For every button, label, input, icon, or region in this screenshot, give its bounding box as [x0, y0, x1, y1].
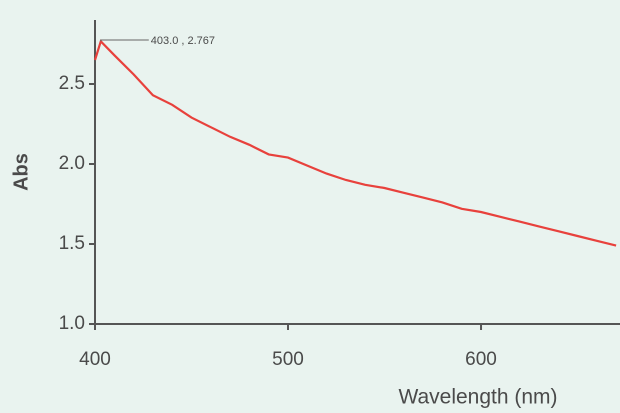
chart: Abs Wavelength (nm) 1.0 1.5 2.0 2.5 400 500 60… — [0, 0, 620, 413]
annotation-leader — [101, 40, 149, 41]
y-tick-label: 1.5 — [59, 233, 85, 254]
y-tick-label: 2.0 — [59, 153, 85, 174]
annotation: 403.0 , 2.767 — [151, 35, 215, 47]
y-tick-label: 1.0 — [59, 313, 85, 334]
x-axis-label: Wavelength (nm) — [398, 386, 557, 409]
y-axis-label: Abs — [10, 153, 32, 191]
spectrum-line — [95, 41, 616, 245]
x-tick-label: 400 — [79, 349, 111, 370]
page: {"chart_data": {"type": "line", "x_label… — [0, 0, 620, 413]
x-tick-label: 600 — [465, 349, 497, 370]
x-tick-label: 500 — [272, 349, 304, 370]
y-tick-label: 2.5 — [59, 73, 85, 94]
